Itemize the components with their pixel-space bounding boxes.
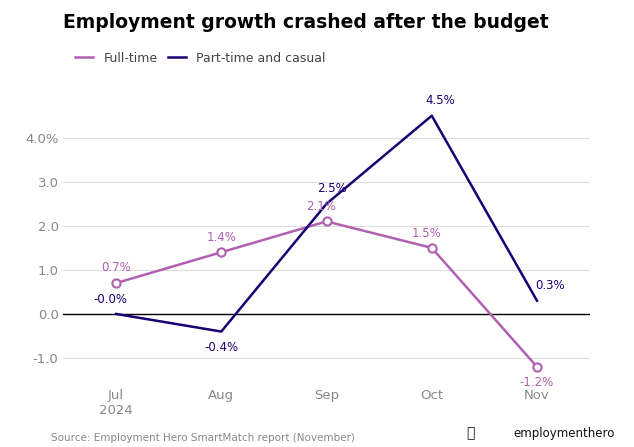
Text: Source: Employment Hero SmartMatch report (November): Source: Employment Hero SmartMatch repor…	[51, 433, 354, 443]
Text: 0.7%: 0.7%	[101, 261, 131, 274]
Point	[427, 244, 437, 251]
Text: 2.1%: 2.1%	[306, 201, 336, 214]
Text: -0.4%: -0.4%	[204, 341, 238, 354]
Text: 1.4%: 1.4%	[206, 232, 236, 245]
Point	[321, 218, 332, 225]
Point	[111, 279, 121, 287]
Text: ⦿: ⦿	[466, 426, 474, 440]
Text: -0.0%: -0.0%	[94, 293, 128, 306]
Text: 1.5%: 1.5%	[411, 227, 441, 240]
Point	[532, 363, 542, 371]
Text: employmenthero: employmenthero	[514, 427, 615, 440]
Text: -1.2%: -1.2%	[520, 376, 554, 389]
Legend: Full-time, Part-time and casual: Full-time, Part-time and casual	[70, 47, 331, 70]
Text: 0.3%: 0.3%	[535, 279, 564, 292]
Text: 4.5%: 4.5%	[425, 94, 455, 107]
Text: Employment growth crashed after the budget: Employment growth crashed after the budg…	[63, 13, 549, 32]
Point	[216, 249, 226, 256]
Text: 2.5%: 2.5%	[317, 182, 347, 195]
